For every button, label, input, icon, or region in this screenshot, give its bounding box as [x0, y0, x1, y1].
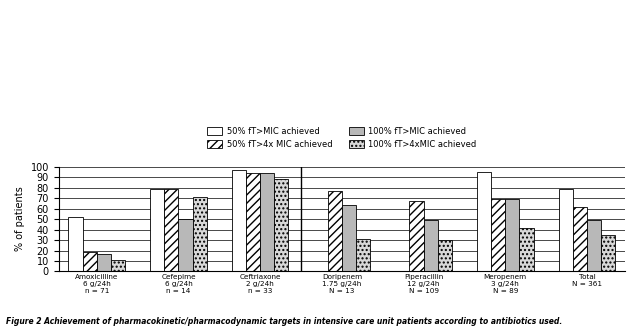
Bar — [491, 199, 505, 271]
Bar — [601, 235, 615, 271]
Bar — [111, 260, 125, 271]
Bar — [477, 172, 491, 271]
Bar — [260, 173, 275, 271]
Bar — [164, 189, 179, 271]
Y-axis label: % of patients: % of patients — [15, 187, 25, 251]
Bar — [179, 219, 193, 271]
Bar — [97, 254, 111, 271]
Bar — [438, 240, 452, 271]
Bar — [587, 220, 601, 271]
Bar — [410, 201, 424, 271]
Bar — [232, 170, 246, 271]
Bar — [150, 189, 164, 271]
Bar — [505, 199, 519, 271]
Bar — [328, 191, 342, 271]
Bar — [519, 228, 534, 271]
Bar — [342, 205, 356, 271]
Bar — [559, 189, 573, 271]
Text: Figure 2 Achievement of pharmacokinetic/pharmacodynamic targets in intensive car: Figure 2 Achievement of pharmacokinetic/… — [6, 317, 563, 326]
Bar — [83, 252, 97, 271]
Bar — [193, 197, 207, 271]
Bar — [424, 220, 438, 271]
Bar — [356, 239, 370, 271]
Bar — [275, 179, 289, 271]
Legend: 50% fT>MIC achieved, 50% fT>4x MIC achieved, 100% fT>MIC achieved, 100% fT>4xMIC: 50% fT>MIC achieved, 50% fT>4x MIC achie… — [207, 127, 476, 149]
Bar — [573, 208, 587, 271]
Bar — [68, 217, 83, 271]
Bar — [246, 173, 260, 271]
